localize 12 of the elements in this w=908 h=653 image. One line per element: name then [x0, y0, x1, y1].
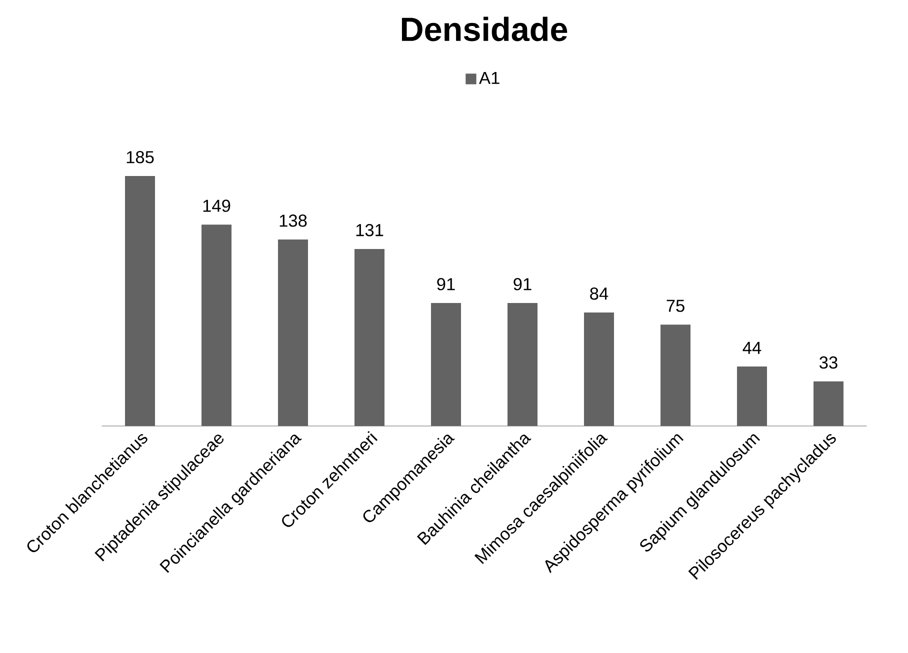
data-label: 91: [514, 278, 532, 290]
data-label: 149: [203, 200, 230, 212]
legend-label: A1: [479, 72, 500, 84]
chart-title: Densidade: [402, 16, 568, 42]
data-label: 91: [437, 278, 455, 290]
data-label: 75: [666, 300, 684, 312]
data-label: 44: [742, 342, 762, 354]
data-label: 84: [590, 287, 608, 300]
data-label: 185: [126, 151, 154, 164]
data-label: 138: [280, 214, 307, 227]
data-label: 33: [820, 356, 838, 369]
data-label: 131: [356, 224, 384, 236]
